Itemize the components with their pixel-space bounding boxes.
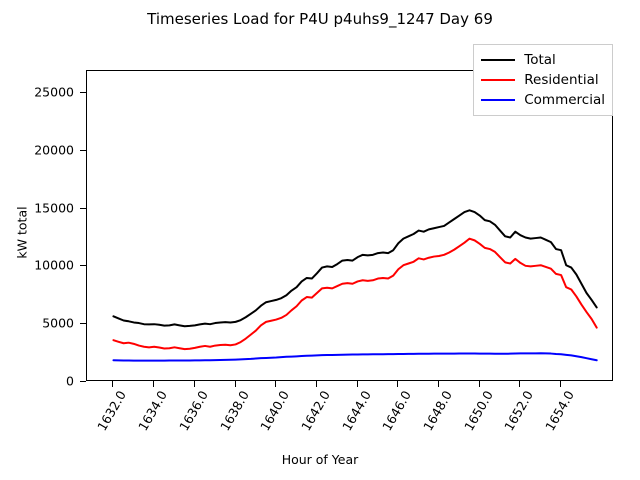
x-tick-mark xyxy=(560,381,562,387)
x-tick-label: 1652.0 xyxy=(501,388,537,434)
legend-swatch-icon xyxy=(481,59,516,61)
y-tick-mark xyxy=(80,207,86,209)
x-tick-mark xyxy=(397,381,399,387)
x-tick-label: 1638.0 xyxy=(216,388,252,434)
y-tick-label: 0 xyxy=(66,373,74,389)
x-tick-mark xyxy=(438,381,439,387)
x-tick-mark xyxy=(193,381,195,387)
x-tick-label: 1640.0 xyxy=(257,388,293,434)
x-tick-label: 1642.0 xyxy=(298,388,333,434)
y-tick-label: 10000 xyxy=(34,257,74,273)
x-tick-label: 1644.0 xyxy=(338,388,374,434)
x-axis-label: Hour of Year xyxy=(281,452,359,467)
x-tick-label: 1634.0 xyxy=(135,388,171,434)
y-tick-label: 20000 xyxy=(34,142,74,158)
series-line-commercial xyxy=(112,352,598,362)
x-tick-label: 1650.0 xyxy=(460,388,496,434)
legend-label: Residential xyxy=(524,72,599,88)
legend-item: Commercial xyxy=(481,90,605,110)
y-tick-label: 15000 xyxy=(34,200,74,216)
legend-swatch-icon xyxy=(481,99,516,101)
y-tick-mark xyxy=(80,149,86,151)
plot-area xyxy=(86,70,613,381)
series-line-total xyxy=(112,209,598,328)
x-tick-label: 1646.0 xyxy=(379,388,415,434)
legend-label: Total xyxy=(524,52,556,68)
y-tick-mark xyxy=(80,323,86,325)
x-tick-label: 1636.0 xyxy=(175,388,211,434)
y-tick-label: 5000 xyxy=(42,315,74,331)
legend-label: Commercial xyxy=(524,92,605,108)
x-tick-mark xyxy=(478,381,480,387)
x-tick-mark xyxy=(275,381,277,387)
x-tick-mark xyxy=(112,381,114,387)
y-tick-mark xyxy=(80,265,86,267)
legend-item: Residential xyxy=(481,70,605,90)
x-tick-mark xyxy=(356,381,358,387)
y-axis: 0 5000 10000 15000 20000 25000 xyxy=(0,0,86,480)
chart-title: Timeseries Load for P4U p4uhs9_1247 Day … xyxy=(147,10,493,28)
y-tick-mark xyxy=(80,381,86,382)
series-canvas xyxy=(112,209,598,362)
legend-swatch-icon xyxy=(481,79,516,81)
x-tick-label: 1654.0 xyxy=(542,388,578,434)
legend-item: Total xyxy=(481,50,605,70)
y-tick-label: 25000 xyxy=(34,84,74,100)
series-line-residential xyxy=(112,237,598,351)
x-tick-mark xyxy=(519,381,521,387)
x-tick-label: 1632.0 xyxy=(94,388,130,434)
x-tick-label: 1648.0 xyxy=(420,388,455,434)
legend: Total Residential Commercial xyxy=(473,44,613,116)
x-tick-mark xyxy=(234,381,236,387)
x-tick-mark xyxy=(153,381,155,387)
y-tick-mark xyxy=(80,91,86,93)
x-tick-mark xyxy=(315,381,317,387)
